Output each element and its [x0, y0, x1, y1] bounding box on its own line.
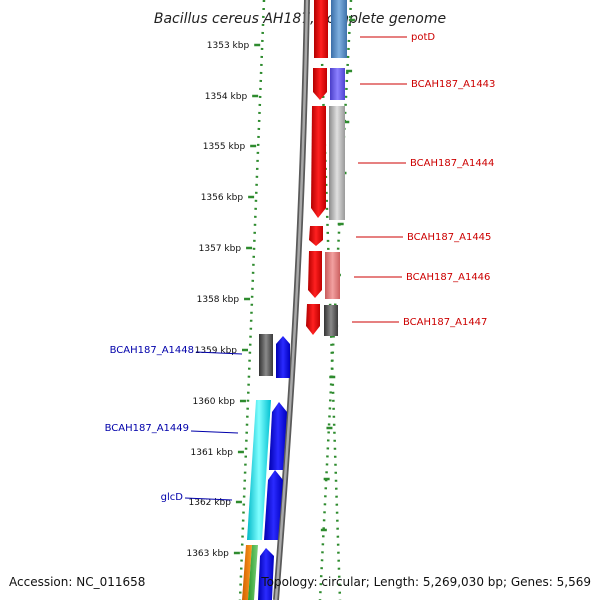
gene-label-glcD[interactable]: glcD [161, 492, 184, 503]
gene-label-potD[interactable]: potD [411, 32, 435, 43]
ruler-label: 1360 kbp [193, 397, 236, 407]
forward-strand-genes [306, 0, 328, 335]
gene-glcD-arrow[interactable] [264, 470, 283, 540]
gene-label-leader [195, 351, 243, 355]
gene-label-BCAH187_A1449[interactable]: BCAH187_A1449 [105, 423, 189, 434]
ruler-label: 1358 kbp [197, 295, 240, 305]
gene-BCAH187_A1448-arrow[interactable] [276, 336, 290, 378]
left-gene-labels: BCAH187_A1448 BCAH187_A1449 glcD [105, 345, 243, 503]
ruler-label: 1359 kbp [195, 346, 238, 356]
gene-potD-arrow[interactable] [314, 0, 328, 58]
gene-label-leader [190, 430, 239, 434]
gene-label-BCAH187_A1443[interactable]: BCAH187_A1443 [411, 79, 495, 90]
gene-BCAH187_A1444-arrow[interactable] [311, 106, 326, 218]
gene-label-BCAH187_A1444[interactable]: BCAH187_A1444 [410, 158, 494, 169]
gene-next-reverse-arrow[interactable] [258, 548, 274, 600]
gene-label-BCAH187_A1445[interactable]: BCAH187_A1445 [407, 232, 491, 243]
right-gene-labels: potD BCAH187_A1443 BCAH187_A1444 BCAH187_A1… [352, 32, 495, 328]
ruler-label: 1355 kbp [203, 142, 246, 152]
genome-backbone [273, 0, 310, 600]
map-title: Bacillus cereus AH187, complete genome [154, 11, 446, 27]
forward-category-blocks [324, 0, 347, 336]
gene-BCAH187_A1443-arrow[interactable] [313, 68, 327, 100]
reverse-category-blocks [242, 334, 273, 600]
ruler-label: 1353 kbp [207, 41, 250, 51]
gene-BCAH187_A1447-arrow[interactable] [306, 304, 320, 335]
gene-label-BCAH187_A1447[interactable]: BCAH187_A1447 [403, 317, 487, 328]
gene-label-BCAH187_A1446[interactable]: BCAH187_A1446 [406, 272, 490, 283]
gene-BCAH187_A1446-arrow[interactable] [308, 251, 322, 298]
gene-BCAH187_A1445-arrow[interactable] [309, 226, 323, 246]
ruler-label: 1357 kbp [199, 244, 242, 254]
ruler-label: 1361 kbp [191, 448, 234, 458]
genome-summary-text: Topology: circular; Length: 5,269,030 bp… [260, 575, 591, 589]
gene-BCAH187_A1449-arrow[interactable] [269, 402, 287, 470]
ruler-label: 1362 kbp [189, 498, 232, 508]
ruler-label: 1354 kbp [205, 92, 248, 102]
ruler-label: 1356 kbp [201, 193, 244, 203]
ruler-label: 1363 kbp [186, 549, 229, 559]
ruler-major-ticks: 1353 kbp 1354 kbp 1355 kbp 1356 kbp 1357 kbp… [186, 41, 261, 559]
accession-text: Accession: NC_011658 [9, 575, 145, 589]
reverse-strand-genes [258, 336, 290, 600]
gene-label-BCAH187_A1448[interactable]: BCAH187_A1448 [110, 345, 194, 356]
gene-label-leader [184, 497, 233, 501]
